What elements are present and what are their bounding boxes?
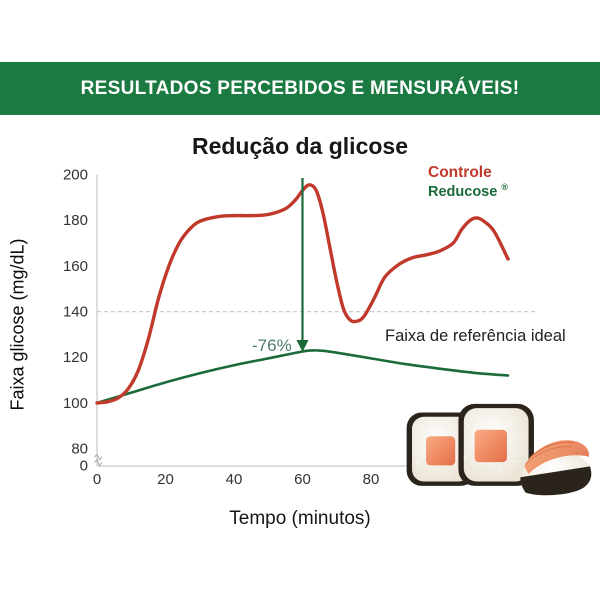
svg-text:80: 80 <box>71 441 88 458</box>
svg-text:160: 160 <box>63 258 88 275</box>
svg-text:-76%: -76% <box>252 336 292 355</box>
svg-text:80: 80 <box>363 471 380 488</box>
svg-text:60: 60 <box>294 471 311 488</box>
svg-text:180: 180 <box>63 212 88 229</box>
svg-text:140: 140 <box>63 304 88 321</box>
svg-text:120: 120 <box>63 349 88 366</box>
svg-text:100: 100 <box>63 395 88 412</box>
svg-text:0: 0 <box>93 471 101 488</box>
svg-text:200: 200 <box>63 168 88 184</box>
svg-text:0: 0 <box>80 458 88 475</box>
svg-text:Faixa de referência ideal: Faixa de referência ideal <box>385 327 566 345</box>
svg-text:20: 20 <box>157 471 174 488</box>
svg-text:40: 40 <box>226 471 243 488</box>
